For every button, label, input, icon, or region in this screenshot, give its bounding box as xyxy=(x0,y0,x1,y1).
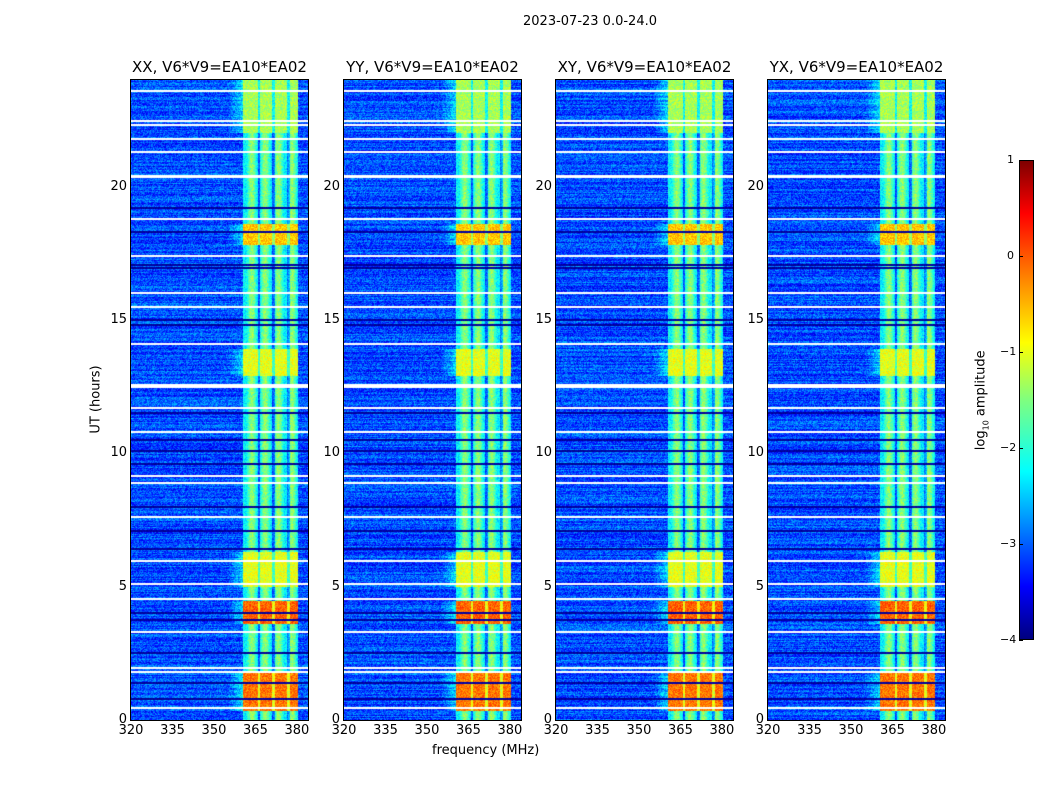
x-tick-label: 380 xyxy=(921,723,947,738)
heatmap-image xyxy=(131,80,308,720)
y-tick-label: 15 xyxy=(535,312,552,327)
panel-title: XX, V6*V9=EA10*EA02 xyxy=(132,58,307,76)
colorbar-tick-label: 0 xyxy=(1007,249,1014,262)
y-tick-label: 10 xyxy=(747,445,764,461)
panel-yy: YY, V6*V9=EA10*EA02 320 335 350 365 380 0 5 10 15… xyxy=(323,58,522,738)
y-tick-label: 0 xyxy=(331,712,340,727)
colorbar-tick-label: −2 xyxy=(1000,441,1017,454)
x-tick-label: 365 xyxy=(243,723,268,738)
x-tick-label: 365 xyxy=(880,723,905,738)
panel-title: YY, V6*V9=EA10*EA02 xyxy=(346,58,519,76)
colorbar-tick-mark xyxy=(1019,256,1023,257)
x-tick-label: 320 xyxy=(755,723,781,738)
x-tick-label: 350 xyxy=(414,723,440,738)
y-tick-label: 15 xyxy=(747,312,764,327)
x-tick-label: 320 xyxy=(331,723,357,738)
x-tick-label: 350 xyxy=(201,723,227,738)
x-tick-label: 320 xyxy=(543,723,569,738)
y-tick-label: 20 xyxy=(323,178,340,194)
y-axis-label: UT (hours) xyxy=(88,365,104,434)
y-tick-label: 20 xyxy=(110,178,127,194)
x-tick-label: 380 xyxy=(284,723,310,738)
panel-title: YX, V6*V9=EA10*EA02 xyxy=(769,58,944,76)
figure-title: 2023-07-23 0.0-24.0 xyxy=(523,14,657,29)
x-tick-label: 350 xyxy=(626,723,652,738)
heatmap-image xyxy=(344,80,521,720)
colorbar-label-log: log xyxy=(973,430,989,451)
x-tick-label: 380 xyxy=(497,723,523,738)
y-tick-label: 15 xyxy=(110,312,127,327)
colorbar-tick-mark xyxy=(1019,352,1023,353)
colorbar-tick-label: −4 xyxy=(1000,633,1017,646)
y-tick-label: 20 xyxy=(535,178,552,194)
colorbar-tick-label: −3 xyxy=(1000,537,1017,550)
colorbar-tick-mark xyxy=(1019,160,1023,161)
y-tick-label: 10 xyxy=(323,445,340,461)
y-tick-label: 5 xyxy=(543,578,552,594)
y-tick-label: 5 xyxy=(755,578,764,594)
heatmap-image xyxy=(768,80,945,720)
y-tick-label: 0 xyxy=(543,712,552,727)
x-tick-label: 350 xyxy=(838,723,864,738)
panel-xy: XY, V6*V9=EA10*EA02 320 335 350 365 380 0 5 10 15… xyxy=(535,58,734,738)
colorbar-label-sub: 10 xyxy=(981,420,991,431)
colorbar-tick-mark xyxy=(1019,448,1023,449)
panel-title: XY, V6*V9=EA10*EA02 xyxy=(557,58,732,76)
panel-yx: YX, V6*V9=EA10*EA02 320 335 350 365 380 0 5 10 15… xyxy=(747,58,946,738)
x-tick-label: 365 xyxy=(668,723,693,738)
colorbar-tick-mark xyxy=(1019,640,1023,641)
x-axis-label: frequency (MHz) xyxy=(432,743,540,758)
y-tick-label: 10 xyxy=(535,445,552,461)
colorbar-tick-mark xyxy=(1019,544,1023,545)
x-tick-label: 335 xyxy=(797,723,822,738)
panel-xx: XX, V6*V9=EA10*EA02 320 335 350 365 380 0 5 10 15… xyxy=(110,58,309,738)
y-tick-label: 0 xyxy=(118,712,127,727)
y-tick-label: 10 xyxy=(110,445,127,461)
colorbar xyxy=(1019,160,1034,640)
heatmap-image xyxy=(556,80,733,720)
y-tick-label: 0 xyxy=(755,712,764,727)
x-tick-label: 320 xyxy=(118,723,144,738)
colorbar-label: log10 amplitude xyxy=(974,340,991,460)
x-tick-label: 335 xyxy=(373,723,398,738)
y-tick-label: 20 xyxy=(747,178,764,194)
colorbar-tick-label: 1 xyxy=(1007,153,1014,166)
x-tick-label: 380 xyxy=(709,723,735,738)
x-tick-label: 335 xyxy=(160,723,185,738)
x-tick-label: 365 xyxy=(456,723,481,738)
y-tick-label: 5 xyxy=(118,578,127,594)
colorbar-tick-label: −1 xyxy=(1000,345,1017,358)
colorbar-label-suffix: amplitude xyxy=(973,350,989,421)
y-tick-label: 5 xyxy=(331,578,340,594)
y-tick-label: 15 xyxy=(323,312,340,327)
x-tick-label: 335 xyxy=(585,723,610,738)
